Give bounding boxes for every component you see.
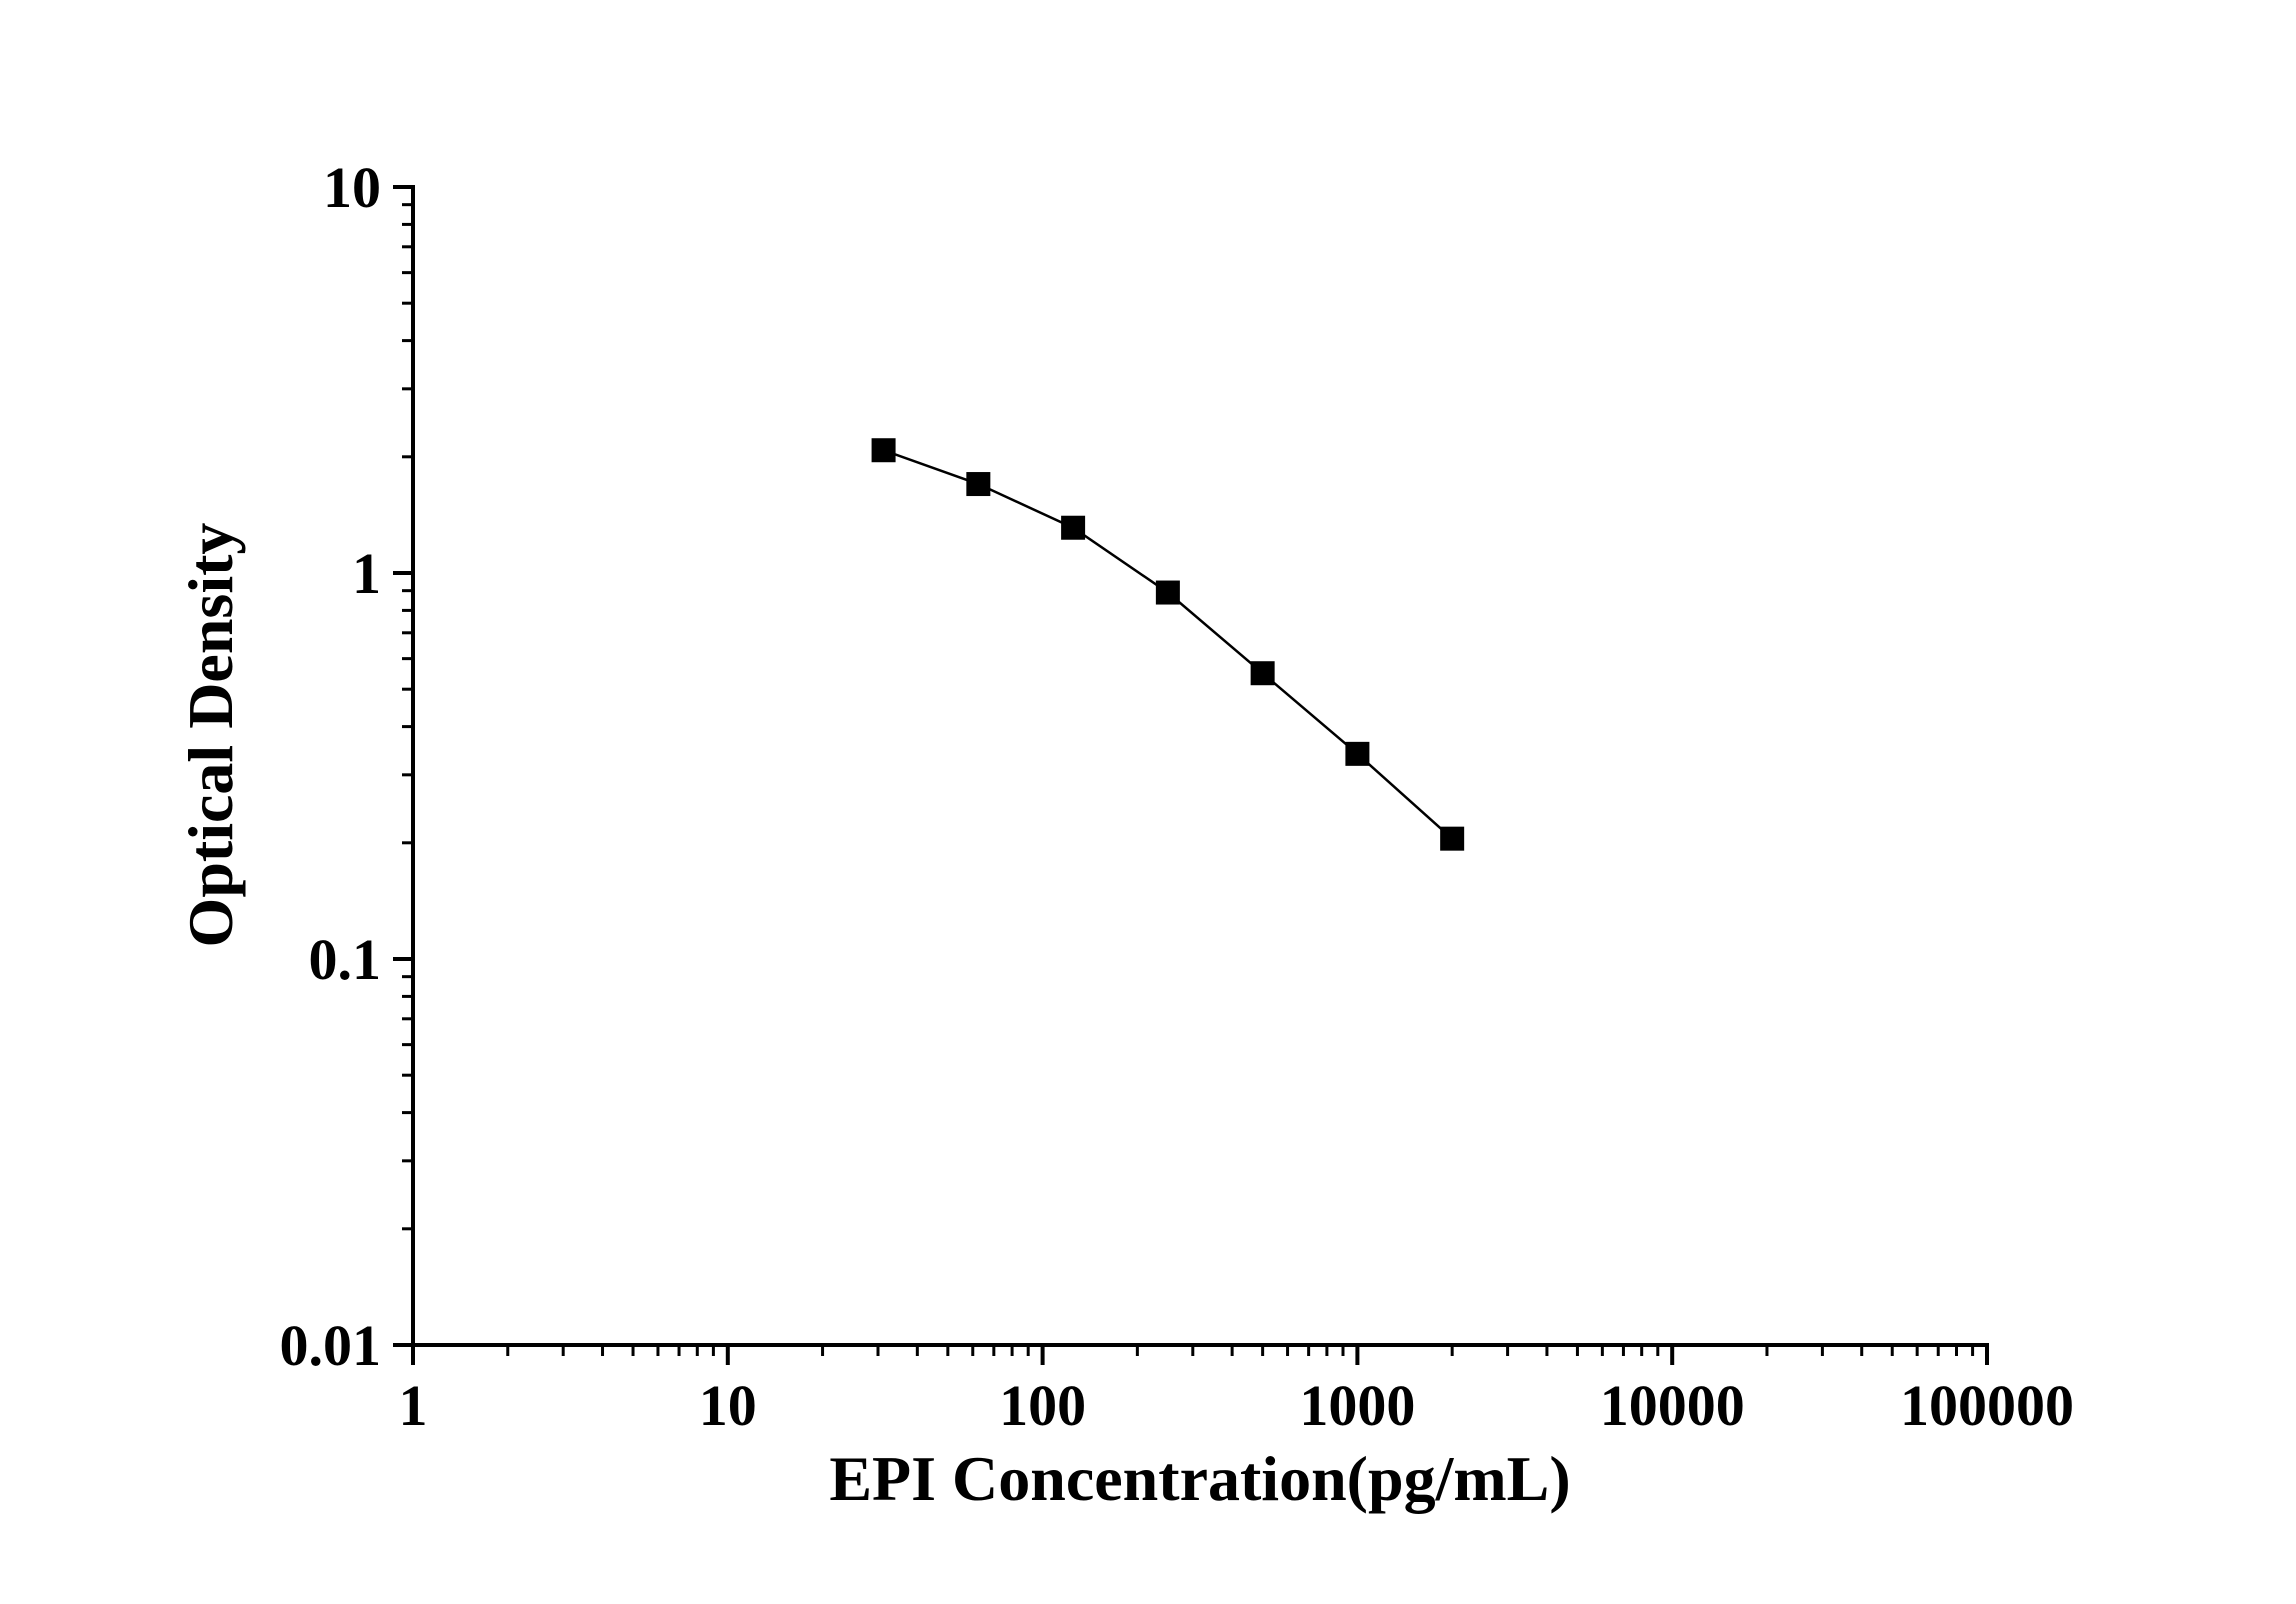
x-tick-label: 1 (399, 1373, 428, 1438)
series-line (883, 449, 1453, 840)
axes (411, 185, 1989, 1347)
data-point (1440, 826, 1465, 851)
ticks (393, 185, 1989, 1365)
data-point (1345, 741, 1370, 766)
y-tick-label: 1 (352, 541, 381, 606)
x-axis-title: EPI Concentration(pg/mL) (829, 1443, 1570, 1514)
data-point (1061, 515, 1086, 540)
series (871, 438, 1465, 851)
y-tick-label: 0.01 (280, 1313, 382, 1378)
y-axis-title: Optical Density (175, 523, 246, 948)
y-tick-label: 10 (323, 155, 381, 220)
x-tick-label: 100 (999, 1373, 1086, 1438)
tick-labels: 1 10 100 1000 10000 100000 0.01 0.1 1 10 (280, 155, 2075, 1438)
y-tick-label: 0.1 (309, 927, 382, 992)
data-point (1250, 661, 1275, 686)
x-tick-label: 100000 (1900, 1373, 2074, 1438)
data-point (871, 438, 896, 463)
x-tick-label: 1000 (1299, 1373, 1415, 1438)
data-point (1155, 580, 1180, 605)
x-tick-label: 10000 (1600, 1373, 1745, 1438)
x-tick-label: 10 (699, 1373, 757, 1438)
data-point (966, 472, 991, 497)
